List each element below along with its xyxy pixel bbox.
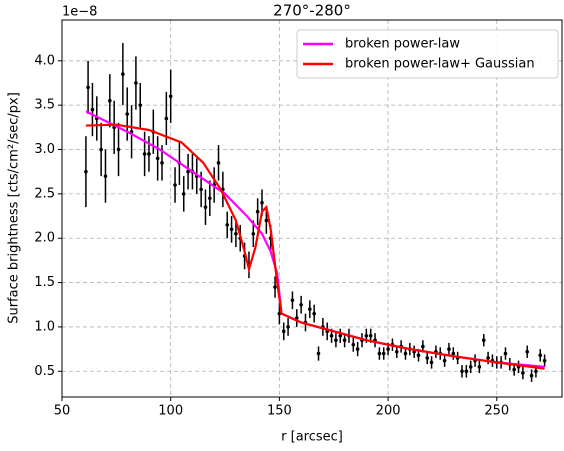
data-point	[381, 351, 386, 356]
data-point	[260, 200, 264, 205]
data-point	[286, 325, 290, 329]
data-point	[525, 349, 530, 354]
data-point	[503, 351, 508, 356]
data-point	[312, 311, 316, 316]
model-line	[85, 123, 545, 370]
x-tick-label: 150	[267, 404, 292, 419]
data-point	[342, 338, 347, 343]
data-point	[416, 353, 421, 358]
data-point	[84, 169, 88, 174]
x-tick-label: 100	[158, 404, 183, 419]
data-point	[421, 344, 425, 349]
data-point	[460, 369, 464, 374]
y-tick-label: 1.0	[34, 319, 55, 334]
y-offset-label: 1e−8	[62, 5, 97, 20]
data-point	[90, 107, 95, 112]
data-point	[251, 231, 256, 236]
data-point	[464, 369, 469, 374]
y-tick-label: 2.0	[34, 231, 55, 246]
data-point	[447, 347, 451, 351]
legend-label: broken power-law+ Gaussian	[345, 57, 535, 72]
data-point	[468, 365, 473, 369]
data-point	[394, 349, 399, 354]
data-point	[173, 183, 177, 187]
data-point	[99, 147, 103, 152]
data-point	[255, 209, 260, 214]
data-point	[308, 307, 312, 311]
data-point	[377, 351, 382, 356]
data-point	[529, 373, 534, 378]
data-point	[316, 351, 321, 356]
y-tick-label: 1.5	[34, 275, 55, 290]
legend-label: broken power-law	[345, 37, 460, 52]
data-point	[108, 98, 112, 103]
data-point	[199, 187, 203, 192]
data-point	[425, 356, 430, 360]
data-point	[229, 227, 234, 232]
y-tick-label: 2.5	[34, 186, 55, 201]
data-point	[134, 81, 138, 85]
data-point	[481, 338, 486, 343]
data-point	[338, 333, 343, 338]
data-point	[329, 333, 334, 338]
data-point	[290, 298, 295, 303]
data-point	[186, 169, 190, 174]
data-point	[155, 156, 160, 161]
data-point	[429, 360, 434, 365]
data-point	[216, 161, 221, 165]
data-point	[138, 103, 143, 107]
data-point	[164, 116, 169, 121]
legend-box	[296, 29, 559, 79]
data-point	[364, 333, 369, 338]
x-tick-label: 50	[54, 404, 71, 419]
y-axis-label: Surface brightness [cts/cm²/sec/px]	[7, 92, 22, 324]
data-point	[264, 218, 269, 223]
plot-frame	[61, 19, 563, 398]
data-point	[225, 223, 230, 227]
data-point	[442, 358, 447, 363]
y-tick-label: 3.5	[34, 98, 55, 113]
data-point	[125, 112, 130, 116]
data-point	[234, 231, 238, 236]
data-point	[203, 205, 208, 209]
data-point	[142, 152, 147, 156]
y-tick-label: 4.0	[34, 53, 55, 68]
data-point	[103, 174, 108, 178]
data-point	[299, 302, 303, 307]
data-point	[147, 152, 151, 156]
data-point	[351, 342, 356, 347]
data-point	[542, 358, 547, 363]
data-point	[368, 333, 373, 338]
y-tick-label: 0.5	[34, 364, 55, 379]
data-point	[386, 347, 390, 351]
data-point	[121, 72, 125, 76]
data-point	[512, 367, 516, 372]
data-point	[168, 94, 173, 99]
x-axis-label: r [arcsec]	[281, 430, 343, 445]
data-point	[116, 147, 121, 152]
data-point	[334, 338, 338, 343]
data-point	[477, 365, 482, 369]
data-point	[160, 161, 164, 165]
data-point	[181, 192, 186, 196]
y-tick-label: 3.0	[34, 142, 55, 157]
data-point	[534, 369, 538, 374]
data-point	[273, 285, 277, 289]
data-point	[451, 351, 456, 356]
data-point	[538, 353, 543, 358]
data-point	[281, 329, 286, 334]
data-point	[86, 85, 90, 90]
chart-title: 270°-280°	[273, 2, 351, 20]
data-point	[486, 356, 490, 360]
data-point	[208, 196, 212, 201]
data-point	[403, 351, 408, 356]
x-tick-label: 200	[376, 404, 401, 419]
data-point	[277, 311, 282, 316]
x-tick-label: 250	[484, 404, 509, 419]
data-point	[355, 347, 360, 351]
data-point	[521, 371, 525, 375]
